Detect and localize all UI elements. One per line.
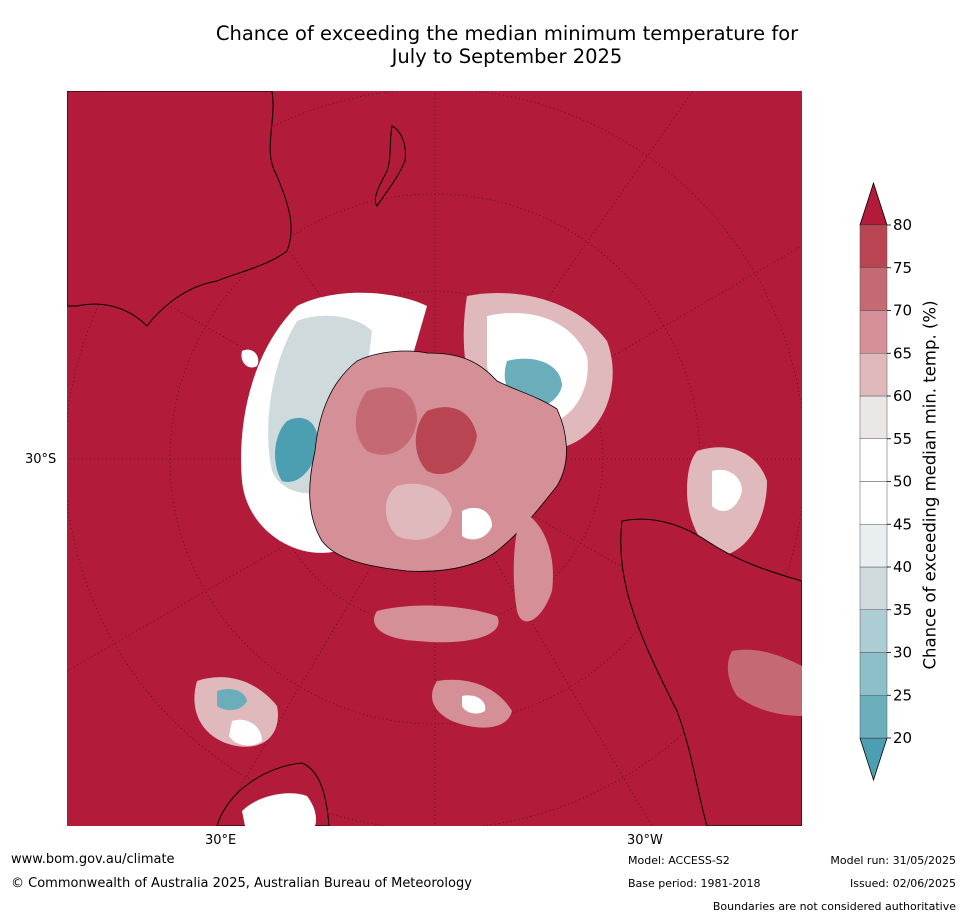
- lat-label-30s: 30°S: [25, 452, 57, 467]
- colorbar-band: [859, 566, 888, 610]
- antarctica: [309, 350, 567, 572]
- footer-model-run: Model run: 31/05/2025: [830, 854, 956, 867]
- australia: [67, 91, 292, 327]
- footer-issued: Issued: 02/06/2025: [849, 877, 956, 890]
- colorbar-label: Chance of exceeding median min. temp. (%…: [920, 300, 940, 670]
- colorbar-arrow-bottom: [859, 737, 888, 782]
- title-line-1: Chance of exceeding the median minimum t…: [215, 22, 799, 45]
- colorbar-band: [859, 609, 888, 653]
- colorbar-tick-label: 25: [893, 686, 912, 704]
- colorbar-tick-label: 60: [893, 387, 912, 405]
- colorbar-tick-label: 30: [893, 644, 912, 662]
- new-zealand: [374, 125, 406, 207]
- footer-base-period: Base period: 1981-2018: [628, 877, 761, 890]
- colorbar-band: [859, 524, 888, 568]
- footer-model: Model: ACCESS-S2: [628, 854, 730, 867]
- colorbar-tick-label: 35: [893, 601, 912, 619]
- south-america: [620, 518, 802, 826]
- africa: [216, 762, 330, 826]
- colorbar-tick-label: 70: [893, 302, 912, 320]
- colorbar-band: [859, 224, 888, 268]
- map-canvas: [67, 91, 802, 826]
- colorbar-band: [859, 652, 888, 696]
- colorbar-tick-label: 40: [893, 558, 912, 576]
- colorbar-band: [859, 267, 888, 311]
- chart-title: Chance of exceeding the median minimum t…: [0, 22, 965, 68]
- colorbar-band: [859, 310, 888, 354]
- footer-copyright: © Commonwealth of Australia 2025, Austra…: [11, 876, 472, 891]
- colorbar-tick-label: 45: [893, 515, 912, 533]
- lon-label-30w: 30°W: [627, 833, 663, 848]
- colorbar-tick-label: 50: [893, 473, 912, 491]
- title-line-2: July to September 2025: [391, 45, 623, 68]
- colorbar-tick-label: 75: [893, 259, 912, 277]
- colorbar-band: [859, 353, 888, 397]
- colorbar-tick-label: 65: [893, 344, 912, 362]
- footer-website: www.bom.gov.au/climate: [11, 852, 175, 867]
- colorbar-band: [859, 481, 888, 525]
- colorbar-band: [859, 438, 888, 482]
- colorbar-band: [859, 395, 888, 439]
- colorbar-band: [859, 695, 888, 739]
- footer-disclaimer: Boundaries are not considered authoritat…: [712, 900, 956, 913]
- colorbar-tick-label: 55: [893, 430, 912, 448]
- lon-label-30e: 30°E: [205, 833, 237, 848]
- colorbar-tick-label: 20: [893, 729, 912, 747]
- colorbar: 20 25 30 35 40 45 50 55 60 65 70 75 80: [859, 181, 912, 782]
- colorbar-tick-label: 80: [893, 216, 912, 234]
- colorbar-arrow-top: [859, 181, 888, 226]
